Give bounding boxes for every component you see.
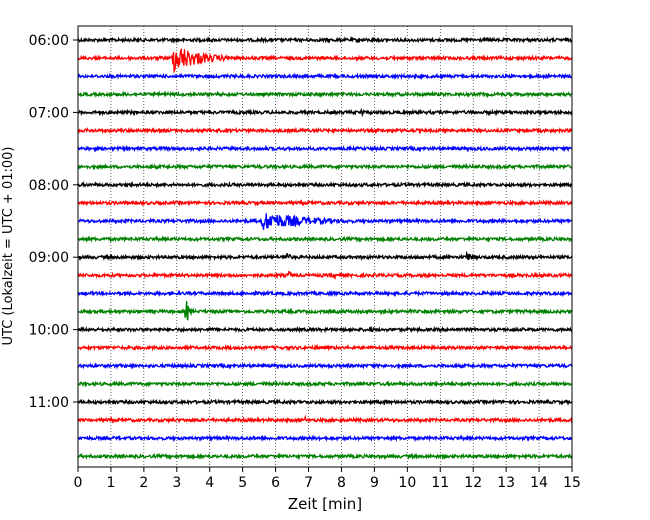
trace-row — [78, 213, 572, 230]
trace-row — [78, 434, 572, 443]
trace-row — [78, 198, 572, 207]
trace-row — [78, 289, 572, 298]
x-axis-ticks: 0 1 2 3 4 5 6 7 8 9 10 11 12 13 14 15 — [74, 467, 581, 491]
x-tick-label: 12 — [464, 475, 482, 491]
seismic-traces — [78, 36, 572, 461]
trace-row — [78, 250, 572, 262]
trace-row — [78, 90, 572, 99]
y-tick-label: 07:00 — [29, 105, 69, 121]
trace-row — [78, 235, 572, 244]
x-tick-label: 13 — [497, 475, 515, 491]
x-tick-label: 11 — [431, 475, 449, 491]
x-axis-label: Zeit [min] — [288, 495, 362, 513]
x-tick-label: 2 — [139, 475, 148, 491]
y-axis-label: UTC (Lokalzeit = UTC + 01:00) — [1, 147, 16, 346]
x-tick-label: 4 — [205, 475, 214, 491]
x-tick-label: 15 — [563, 475, 581, 491]
trace-row — [78, 301, 572, 321]
trace-row — [78, 361, 572, 370]
x-tick-label: 5 — [238, 475, 247, 491]
x-tick-label: 7 — [304, 475, 313, 491]
y-axis-ticks: 06:00 07:00 08:00 09:00 10:00 11:00 — [29, 33, 78, 411]
trace-row — [78, 180, 572, 189]
y-tick-label: 11:00 — [29, 395, 69, 411]
x-tick-label: 10 — [398, 475, 416, 491]
trace-row — [78, 107, 572, 118]
trace-row — [78, 72, 572, 81]
x-tick-label: 6 — [271, 475, 280, 491]
trace-row — [78, 380, 572, 388]
y-tick-label: 10:00 — [29, 323, 69, 339]
trace-row — [78, 36, 572, 45]
x-tick-label: 3 — [172, 475, 181, 491]
trace-row — [78, 270, 572, 280]
y-tick-label: 09:00 — [29, 250, 69, 266]
y-tick-label: 06:00 — [29, 33, 69, 49]
plot-frame — [77, 25, 573, 468]
trace-row — [78, 325, 572, 334]
trace-row — [78, 452, 572, 461]
trace-row — [78, 398, 572, 407]
trace-row — [78, 414, 572, 425]
x-tick-label: 1 — [106, 475, 115, 491]
trace-row — [78, 144, 572, 153]
x-tick-label: 14 — [530, 475, 548, 491]
trace-row — [78, 126, 572, 135]
y-tick-label: 08:00 — [29, 178, 69, 194]
x-tick-label: 8 — [337, 475, 346, 491]
trace-row — [78, 343, 572, 352]
trace-row — [78, 47, 572, 74]
trace-row — [78, 162, 572, 171]
x-tick-label: 0 — [74, 475, 83, 491]
x-tick-label: 9 — [370, 475, 379, 491]
